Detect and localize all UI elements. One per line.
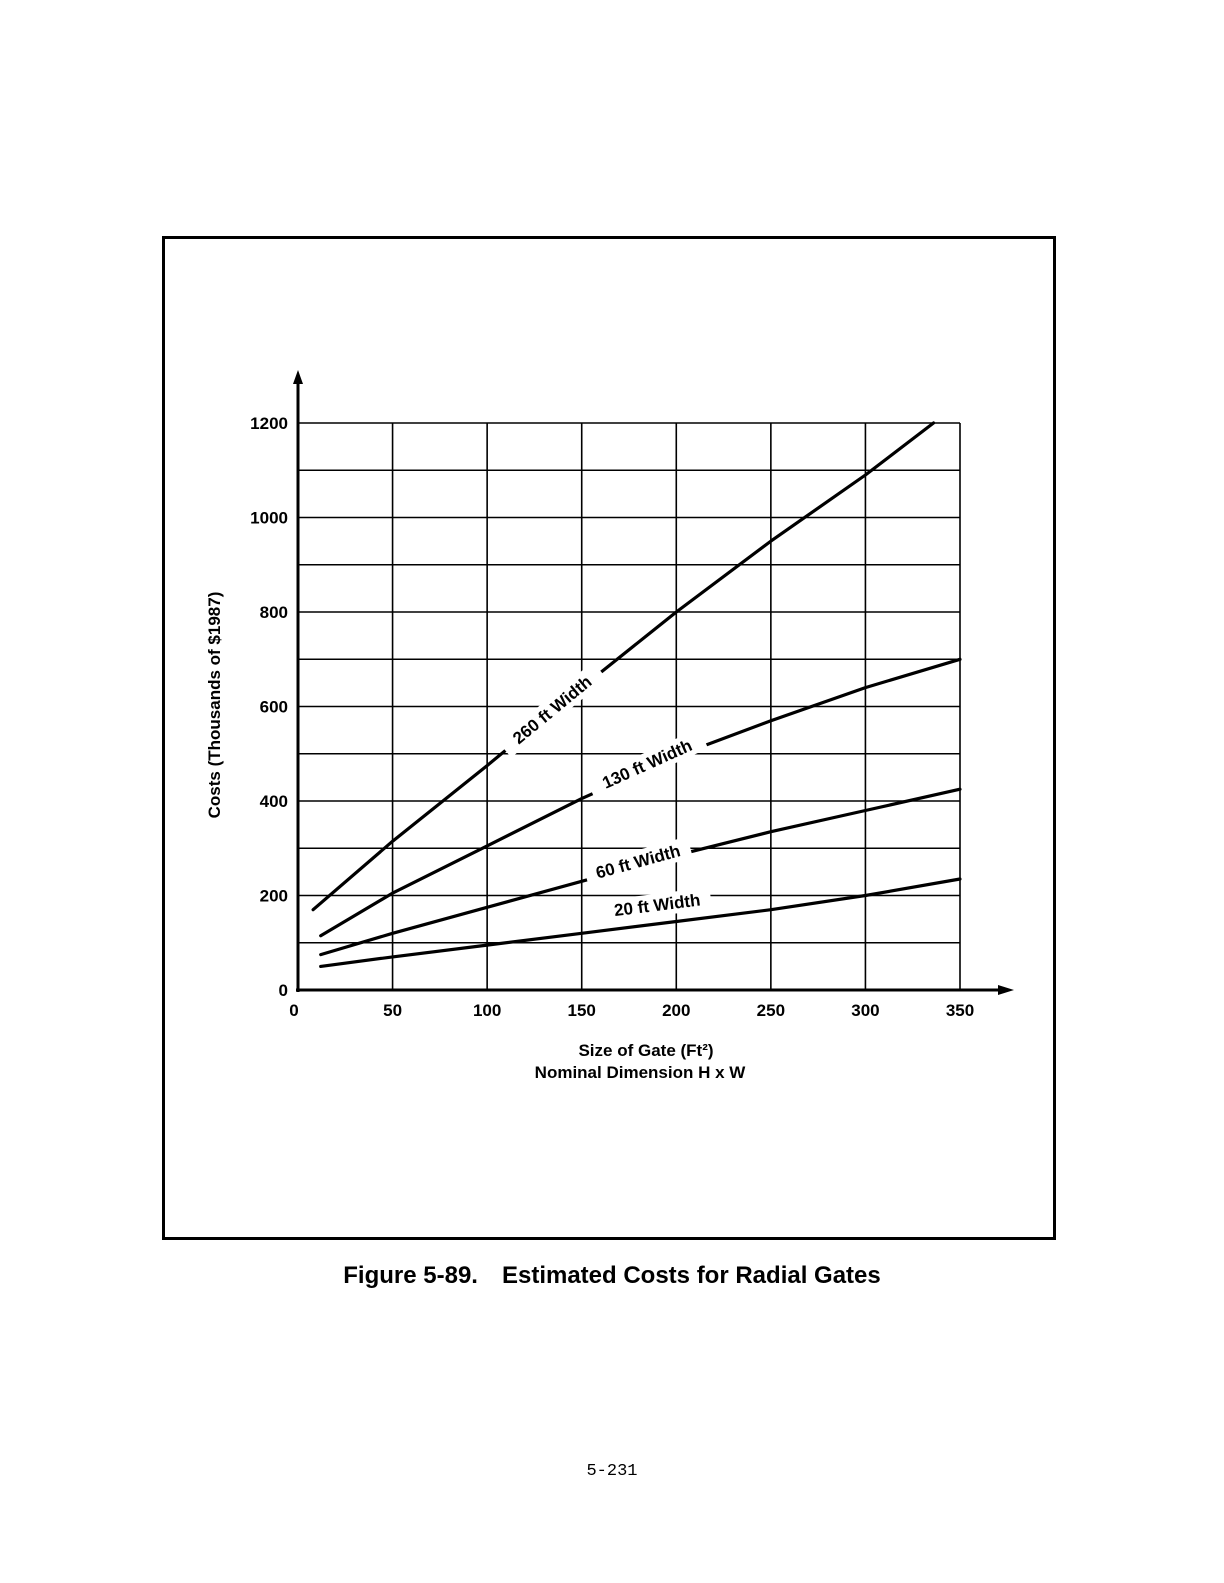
tick-labels: 0 200 400 600 800 1000 1200 0 50 100 150 200 250 300 3… xyxy=(250,414,974,1020)
y-axis-arrow xyxy=(293,370,303,384)
x-axis-title: Size of Gate (Ft²) xyxy=(578,1041,713,1060)
y-tick-label: 1000 xyxy=(250,509,288,528)
label-260ft-width-group: 260 ft Width xyxy=(497,661,607,758)
page-number: 5-231 xyxy=(586,1462,638,1481)
y-tick-label: 200 xyxy=(260,887,288,906)
x-tick-label: 300 xyxy=(851,1001,879,1020)
x-axis-subtitle: Nominal Dimension H x W xyxy=(535,1063,747,1082)
figure-title: Estimated Costs for Radial Gates xyxy=(501,1262,881,1289)
line-20ft-width xyxy=(319,877,962,969)
label-background xyxy=(602,887,713,923)
line-260ft-width xyxy=(311,421,936,912)
label-background xyxy=(582,836,693,887)
x-tick-label: 50 xyxy=(383,1001,402,1020)
grid xyxy=(298,422,961,990)
label-background xyxy=(497,661,607,758)
label-background xyxy=(586,728,709,800)
label-20ft-width-group: 20 ft Width xyxy=(602,887,713,923)
axes xyxy=(293,370,1014,995)
x-tick-label: 150 xyxy=(568,1001,596,1020)
label-130ft-width: 130 ft Width xyxy=(600,736,696,793)
x-tick-label: 0 xyxy=(289,1001,298,1020)
x-tick-label: 100 xyxy=(473,1001,501,1020)
y-tick-label: 0 xyxy=(279,981,288,1000)
y-tick-label: 400 xyxy=(260,792,288,811)
label-130ft-width-group: 130 ft Width xyxy=(586,728,709,800)
y-tick-label: 800 xyxy=(260,603,288,622)
figure-frame xyxy=(162,236,1056,1240)
figure-caption: Figure 5-89. Estimated Costs for Radial G… xyxy=(0,1262,1224,1290)
x-tick-label: 350 xyxy=(946,1001,974,1020)
x-tick-label: 250 xyxy=(757,1001,785,1020)
x-tick-label: 200 xyxy=(662,1001,690,1020)
y-tick-label: 600 xyxy=(260,698,288,717)
series-lines xyxy=(311,421,962,969)
figure-number: Figure 5-89. xyxy=(343,1262,478,1289)
y-tick-label: 1200 xyxy=(250,414,288,433)
label-260ft-width: 260 ft Width xyxy=(509,672,595,748)
x-axis-arrow xyxy=(998,985,1014,995)
y-axis-title: Costs (Thousands of $1987) xyxy=(205,592,224,819)
